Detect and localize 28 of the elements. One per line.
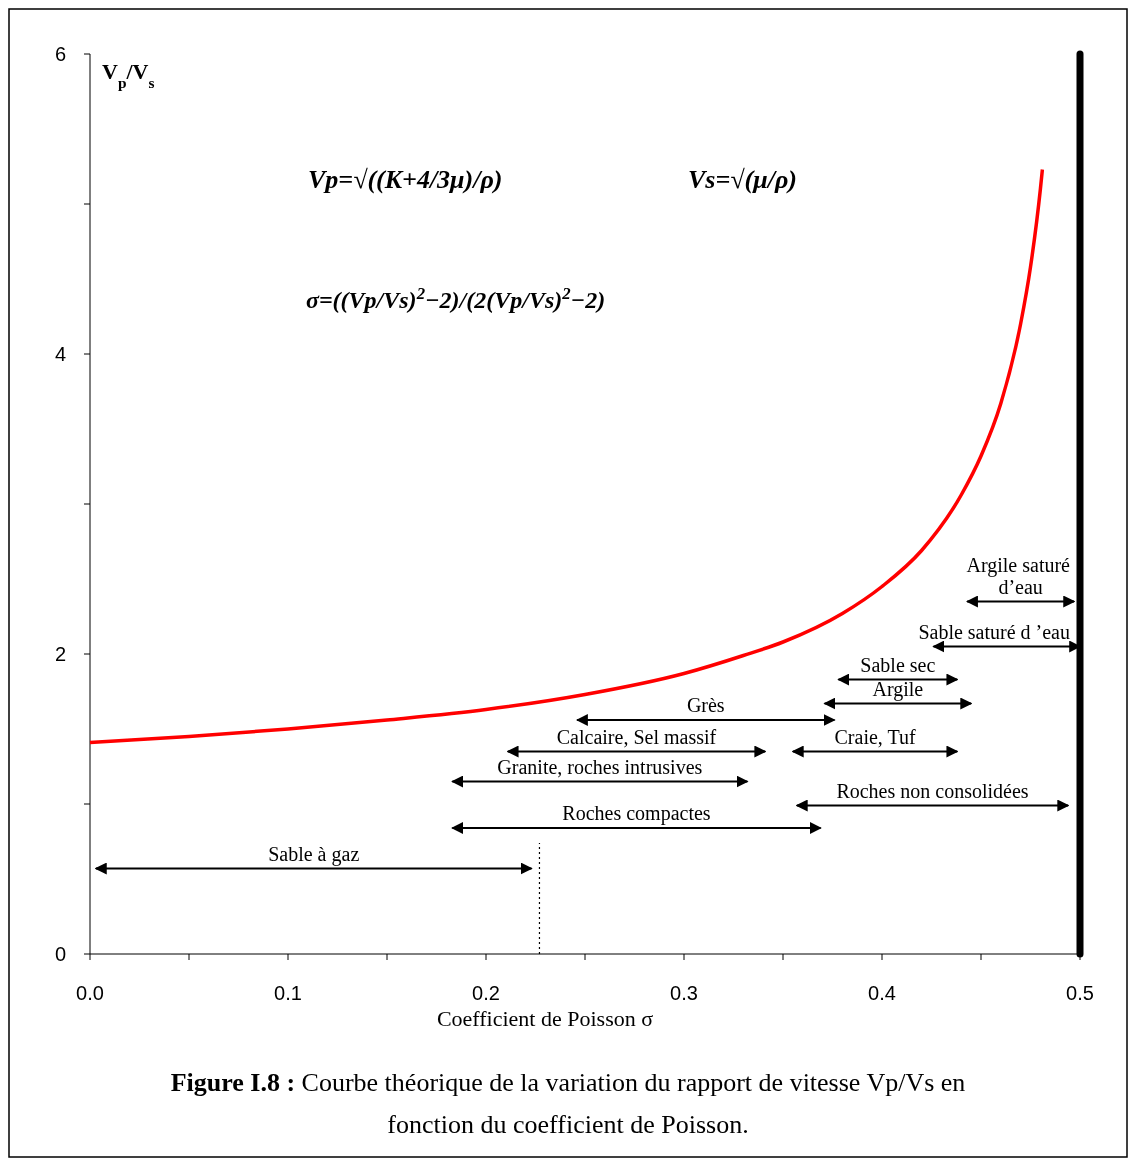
text: Figure I.8 :: [170, 1068, 296, 1097]
series-label: Grès: [686, 694, 725, 716]
series-label: Roches non consolidées: [836, 779, 1029, 802]
x-tick-label: 0.3: [670, 982, 698, 1004]
annotation: Vs=√(μ/ρ): [688, 165, 797, 194]
x-tick-label: 0.0: [76, 982, 104, 1004]
series-label: Roches compactes: [562, 802, 711, 825]
series-label: Argile: [872, 677, 924, 701]
series-label: Granite, roches intrusives: [497, 755, 703, 778]
x-tick-label: 0.4: [868, 982, 896, 1004]
y-tick-label: 6: [54, 43, 66, 65]
x-tick-label: 0.1: [274, 982, 302, 1004]
annotation: Vp=√((K+4/3μ)/ρ): [308, 165, 503, 194]
x-tick-label: 0.5: [1066, 982, 1094, 1004]
series-label: Sable sec: [860, 653, 936, 676]
text: Courbe théorique de la variation du rapport de vitesse Vp/Vs en fonction du coefficient de Poisson.: [295, 1068, 966, 1139]
x-tick-label: 0.2: [472, 982, 500, 1004]
series-label: Sable à gaz: [268, 842, 360, 866]
series-label: Argile saturé d’eau: [966, 553, 1071, 598]
y-tick-label: 4: [54, 343, 66, 365]
series-label: Sable saturé d ’eau: [918, 620, 1070, 643]
y-tick-label: 0: [54, 943, 66, 965]
annotation: σ=((Vp/Vs)$^{2}$−2)/(2(Vp/Vs)$^{2}$−2): [306, 283, 606, 313]
x-axis-title: Coefficient de Poisson σ: [436, 1006, 654, 1031]
series-label: Craie, Tuf: [834, 725, 916, 748]
y-tick-label: 2: [54, 643, 66, 665]
series-label: Calcaire, Sel massif: [556, 725, 717, 748]
y-axis-title: V$_{p}$/V$_{s}$: [102, 59, 155, 91]
